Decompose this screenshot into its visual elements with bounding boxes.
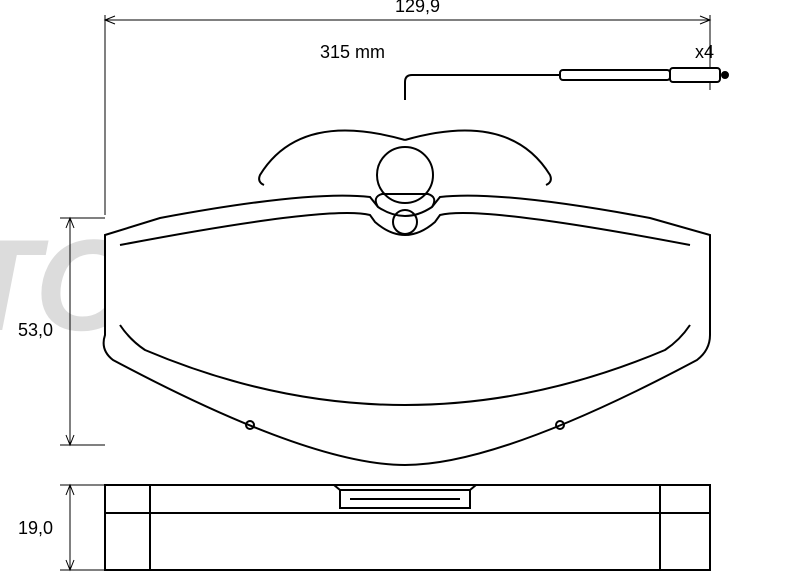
dim-width-label: 129,9 bbox=[395, 0, 440, 17]
quantity-label: x4 bbox=[695, 42, 714, 63]
drawing-svg bbox=[0, 0, 786, 585]
dim-height-label: 53,0 bbox=[18, 320, 53, 341]
dim-thickness-label: 19,0 bbox=[18, 518, 53, 539]
dim-height-front bbox=[60, 218, 105, 445]
sensor-length-label: 315 mm bbox=[320, 42, 385, 63]
front-view bbox=[104, 194, 710, 465]
side-view bbox=[105, 485, 710, 570]
wear-sensor bbox=[259, 68, 728, 203]
dim-thickness bbox=[60, 485, 105, 570]
brake-pad-drawing: TOMEX brakes bbox=[0, 0, 786, 585]
